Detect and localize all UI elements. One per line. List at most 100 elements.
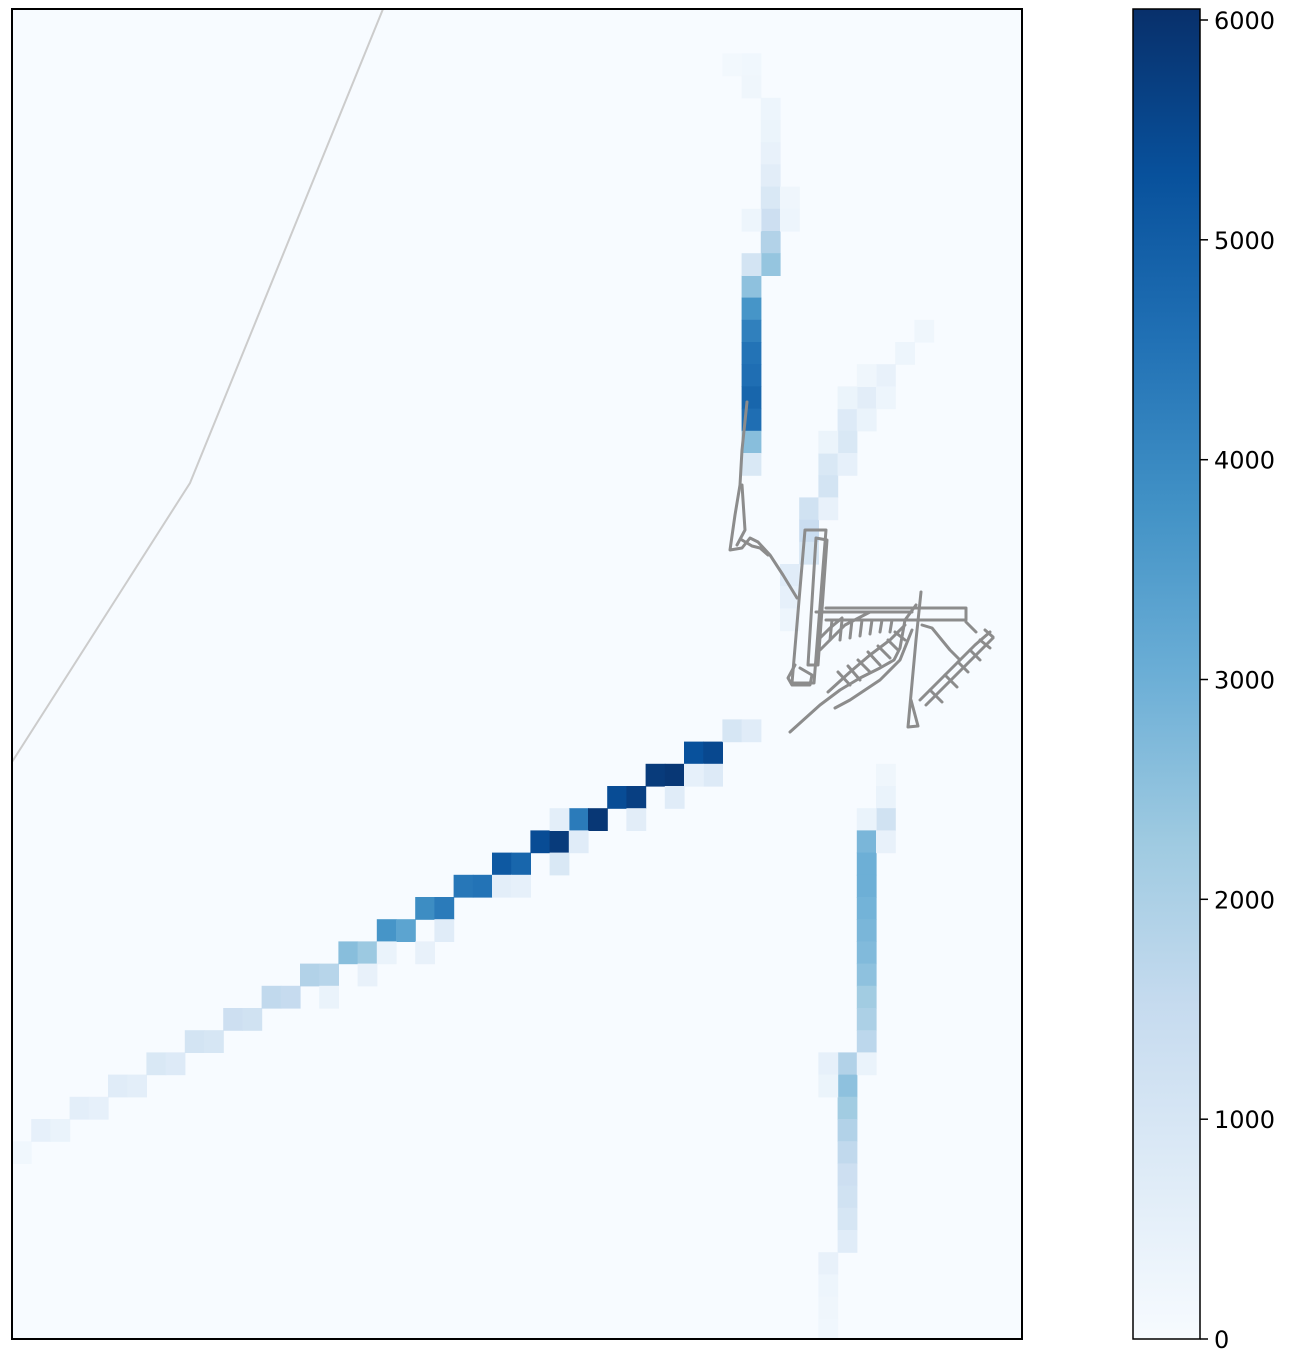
heatmap-cell <box>607 786 627 809</box>
heatmap-cell <box>876 786 896 809</box>
heatmap-cell <box>357 941 378 965</box>
heatmap-cell <box>818 1318 839 1339</box>
heatmap-cell <box>760 97 781 121</box>
heatmap-cell <box>568 808 589 831</box>
heatmap-cell <box>837 1163 858 1187</box>
heatmap-cell <box>511 874 531 898</box>
heatmap-cell <box>434 919 455 942</box>
heatmap-cell <box>856 852 877 876</box>
heatmap-cell <box>760 186 781 210</box>
heatmap-cell <box>741 75 762 99</box>
colorbar: 0 1000 2000 3000 4000 5000 6000 <box>1132 7 1275 1354</box>
heatmap-cell <box>876 364 896 387</box>
heatmap-cell <box>780 564 800 587</box>
heatmap-cell <box>127 1074 147 1098</box>
heatmap-cell <box>588 808 608 831</box>
heatmap-cell <box>31 1119 51 1142</box>
heatmap-cell <box>626 786 647 809</box>
heatmap-cell <box>837 430 858 454</box>
heatmap-cell <box>856 1030 877 1053</box>
heatmap-cell <box>108 1074 128 1098</box>
heatmap-cell <box>626 808 647 831</box>
heatmap-cell <box>319 963 339 987</box>
heatmap-cell <box>376 919 397 942</box>
heatmap-cell <box>549 808 570 831</box>
heatmap-cell <box>741 253 762 276</box>
heatmap-cell <box>760 208 781 232</box>
heatmap-cell <box>876 808 896 831</box>
heatmap-cell <box>434 897 455 920</box>
colorbar-ticks: 0 1000 2000 3000 4000 5000 6000 <box>1200 7 1275 1354</box>
airport-runway-outline <box>728 400 995 734</box>
heatmap-cell <box>396 919 416 942</box>
heatmap-cell <box>664 786 685 809</box>
heatmap-cell <box>741 208 762 232</box>
heatmap-cell <box>818 1296 839 1320</box>
heatmap-cell <box>780 186 800 210</box>
heatmap-cell <box>760 253 781 276</box>
heatmap-cell <box>664 763 685 787</box>
heatmap-cell <box>415 897 435 920</box>
heatmap-cell <box>223 1008 243 1031</box>
heatmap-cell <box>856 1008 877 1031</box>
heatmap-cell <box>357 963 378 987</box>
heatmap-cell <box>780 608 800 632</box>
heatmap-cell <box>818 1252 839 1275</box>
colorbar-tick-label: 0 <box>1214 1326 1229 1354</box>
heatmap-cell <box>780 208 800 232</box>
axes-frame <box>11 8 1023 1340</box>
heatmap-cell <box>837 453 858 476</box>
heatmap-cell <box>837 1052 858 1076</box>
heatmap-cell <box>914 319 935 343</box>
colorbar-frame <box>1132 8 1201 1340</box>
heatmap-cell <box>760 231 781 254</box>
heatmap-cell <box>549 852 570 876</box>
heatmap-cell <box>818 453 839 476</box>
heatmap-cell <box>837 1119 858 1142</box>
heatmap-cell <box>741 386 762 410</box>
colorbar-tick-label: 3000 <box>1214 667 1275 695</box>
heatmap-cell <box>568 830 589 854</box>
heatmap-cell <box>895 342 915 365</box>
heatmap-cell <box>741 453 762 476</box>
colorbar-tick-label: 5000 <box>1214 227 1275 255</box>
heatmap-cell <box>684 741 704 765</box>
heatmap-cell <box>760 120 781 143</box>
heatmap-cell <box>472 874 493 898</box>
heatmap-cell <box>645 763 666 787</box>
heatmap-cell <box>376 941 397 965</box>
heatmap-cell <box>415 941 435 965</box>
heatmap-cell <box>165 1052 186 1076</box>
heatmap-cell <box>837 386 858 410</box>
heatmap-cell <box>703 741 723 765</box>
heatmap-cell <box>722 719 743 743</box>
heatmap-cell <box>88 1096 109 1120</box>
heatmap-cell <box>837 1074 858 1098</box>
heatmap-cell <box>453 874 474 898</box>
colorbar-tick-label: 1000 <box>1214 1106 1275 1134</box>
heatmap-cell <box>856 364 877 387</box>
heatmap-cell <box>837 1096 858 1120</box>
heatmap-cell <box>856 386 877 410</box>
coastline-line <box>12 9 384 763</box>
heatmap-cell <box>741 53 762 77</box>
heatmap-cell <box>856 963 877 987</box>
heatmap-cell <box>530 830 551 854</box>
heatmap-cell <box>204 1030 224 1053</box>
colorbar-tick-label: 6000 <box>1214 7 1275 35</box>
heatmap-cell <box>338 941 359 965</box>
heatmap-cell <box>741 430 762 454</box>
heatmap-cell <box>280 985 301 1009</box>
heatmap-cell <box>837 408 858 432</box>
heatmap-cell <box>856 941 877 965</box>
heatmap-cell <box>837 1207 858 1231</box>
plot-area <box>11 8 1023 1340</box>
heatmap-cell <box>818 430 839 454</box>
heatmap-cell <box>242 1008 263 1031</box>
heatmap-cell <box>741 719 762 743</box>
heatmap-cell <box>818 475 839 498</box>
heatmap-cell <box>799 497 819 521</box>
heatmap-cell <box>856 985 877 1009</box>
heatmap-cell <box>837 1230 858 1253</box>
heatmap-cell <box>818 1074 839 1098</box>
